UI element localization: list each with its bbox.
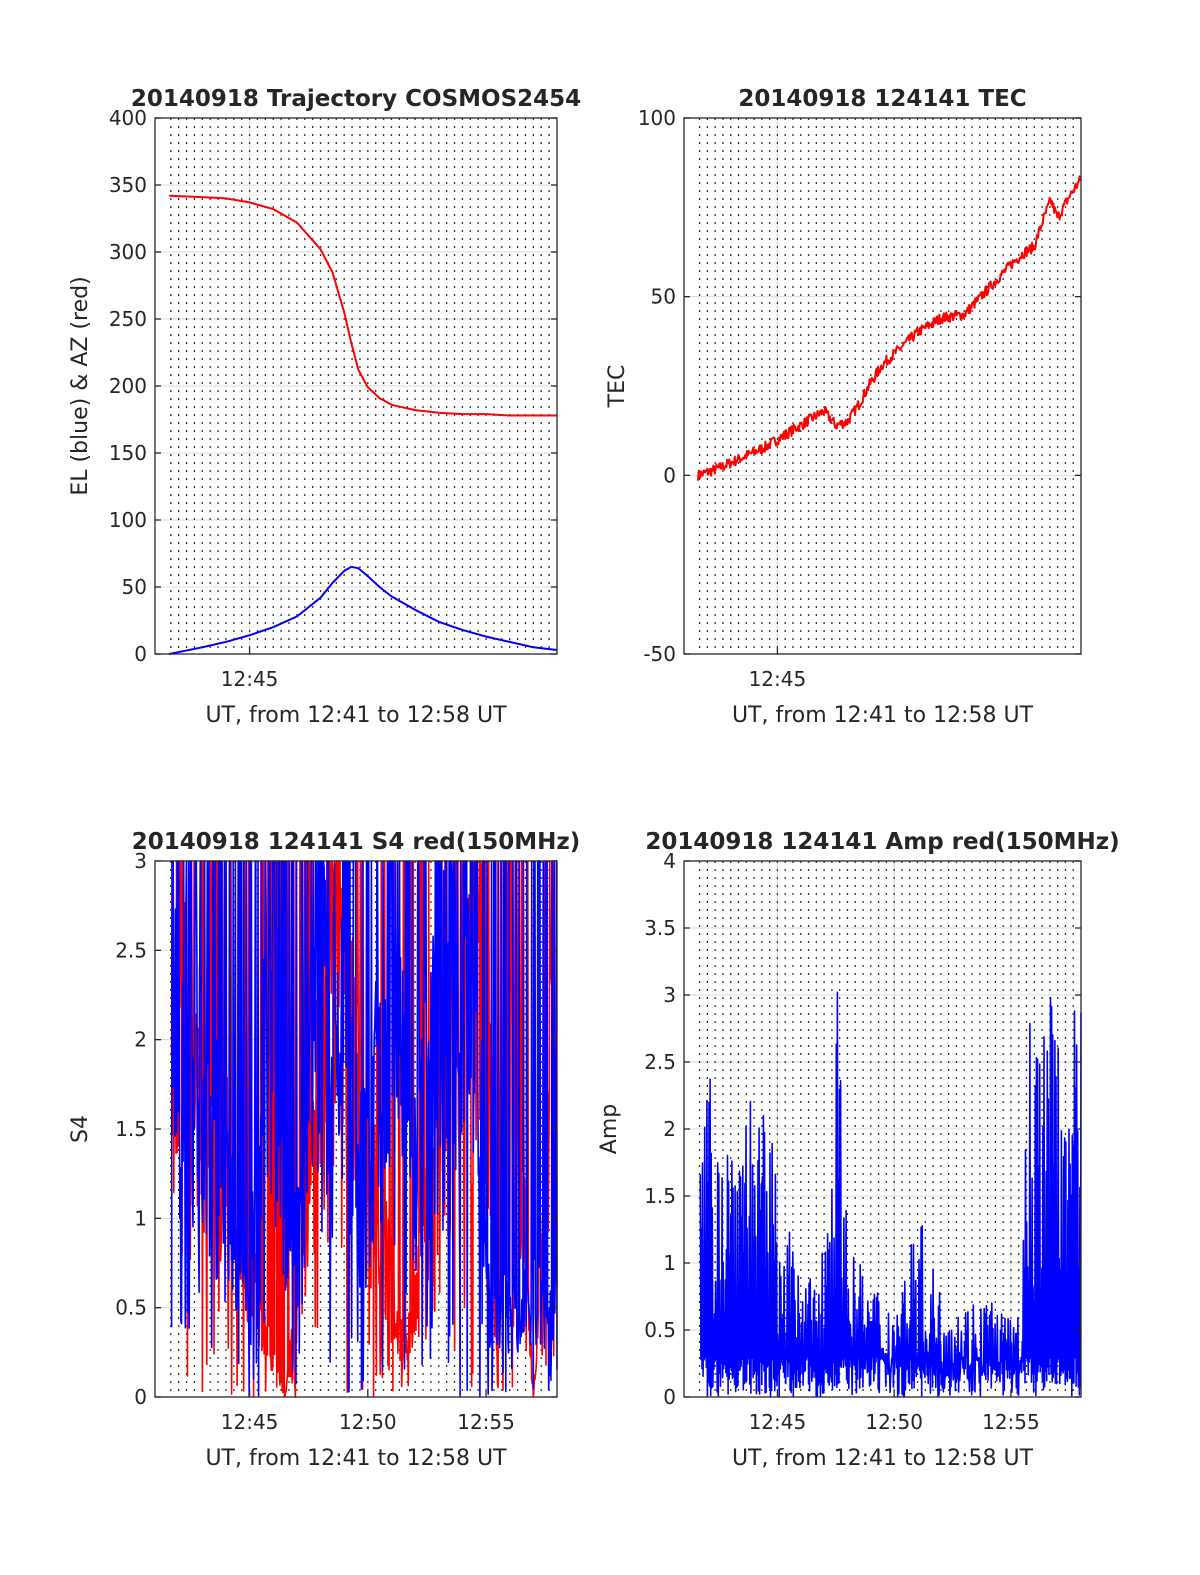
y-tick-label: 50 <box>651 285 676 309</box>
series-line-red <box>169 194 557 417</box>
y-tick-label: 0.5 <box>644 1318 676 1342</box>
chart-title: 20140918 124141 Amp red(150MHz) <box>645 829 1119 855</box>
chart-panel-1: 0 50 100 150 200 250 300 350 400 12:45 20140918 Tr… <box>68 86 581 728</box>
y-tick-label: 2.5 <box>115 938 147 962</box>
y-tick-label: 3 <box>134 849 147 873</box>
y-tick-label: 0 <box>663 463 676 487</box>
y-tick-label: 2 <box>134 1028 147 1052</box>
y-axis-label: S4 <box>68 1115 93 1143</box>
series-line-red <box>697 175 1082 481</box>
y-tick-label: 3.5 <box>644 916 676 940</box>
chart-panel-3: 0 0.5 1 1.5 2 2.5 3 12:45 12:50 12:55 20140918 124… <box>68 829 580 1471</box>
y-tick-label: 1 <box>134 1206 147 1230</box>
y-tick-label: 100 <box>638 106 676 130</box>
y-tick-label: 350 <box>109 173 147 197</box>
y-tick-label: 150 <box>109 441 147 465</box>
y-tick-label: 0 <box>663 1385 676 1409</box>
y-tick-label: 100 <box>109 508 147 532</box>
x-axis-label: UT, from 12:41 to 12:58 UT <box>205 1446 507 1471</box>
chart-title: 20140918 124141 S4 red(150MHz) <box>132 829 581 855</box>
chart-title: 20140918 Trajectory COSMOS2454 <box>131 86 581 112</box>
y-tick-label: 4 <box>663 849 676 873</box>
y-tick-label: -50 <box>643 642 676 666</box>
x-tick-label: 12:45 <box>221 1410 279 1434</box>
y-tick-label: 1.5 <box>115 1117 147 1141</box>
chart-panel-4: 0 0.5 1 1.5 2 2.5 3 3.5 4 12:45 12:50 12:55 20140918… <box>597 829 1120 1471</box>
series-line-blue <box>169 565 558 655</box>
y-tick-label: 250 <box>109 307 147 331</box>
x-tick-label: 12:55 <box>457 1410 515 1434</box>
y-axis-label: TEC <box>605 365 630 409</box>
x-axis-label: UT, from 12:41 to 12:58 UT <box>732 703 1034 728</box>
y-axis-label: EL (blue) & AZ (red) <box>68 276 93 495</box>
axes-box <box>683 117 1082 655</box>
y-tick-label: 400 <box>109 106 147 130</box>
y-tick-label: 300 <box>109 240 147 264</box>
x-tick-label: 12:45 <box>749 1410 807 1434</box>
x-tick-label: 12:55 <box>982 1410 1040 1434</box>
y-tick-label: 0 <box>134 1385 147 1409</box>
series-line-blue <box>170 860 558 1398</box>
y-tick-label: 1.5 <box>644 1184 676 1208</box>
y-tick-label: 3 <box>663 983 676 1007</box>
y-tick-label: 2.5 <box>644 1050 676 1074</box>
x-tick-label: 12:50 <box>339 1410 397 1434</box>
y-tick-label: 0 <box>134 642 147 666</box>
y-tick-label: 1 <box>663 1251 676 1275</box>
y-tick-label: 0.5 <box>115 1296 147 1320</box>
y-tick-label: 2 <box>663 1117 676 1141</box>
x-axis-label: UT, from 12:41 to 12:58 UT <box>205 703 507 728</box>
y-tick-label: 200 <box>109 374 147 398</box>
y-axis-label: Amp <box>597 1104 622 1154</box>
x-axis-label: UT, from 12:41 to 12:58 UT <box>732 1446 1034 1471</box>
x-tick-label: 12:45 <box>221 667 279 691</box>
y-tick-label: 50 <box>122 575 147 599</box>
x-tick-label: 12:50 <box>865 1410 923 1434</box>
x-tick-label: 12:45 <box>749 667 807 691</box>
chart-title: 20140918 124141 TEC <box>738 86 1026 112</box>
series-line-blue <box>699 991 1082 1398</box>
chart-panel-2: -50 0 50 100 12:45 20140918 124141 TEC UT, fro… <box>605 86 1082 728</box>
